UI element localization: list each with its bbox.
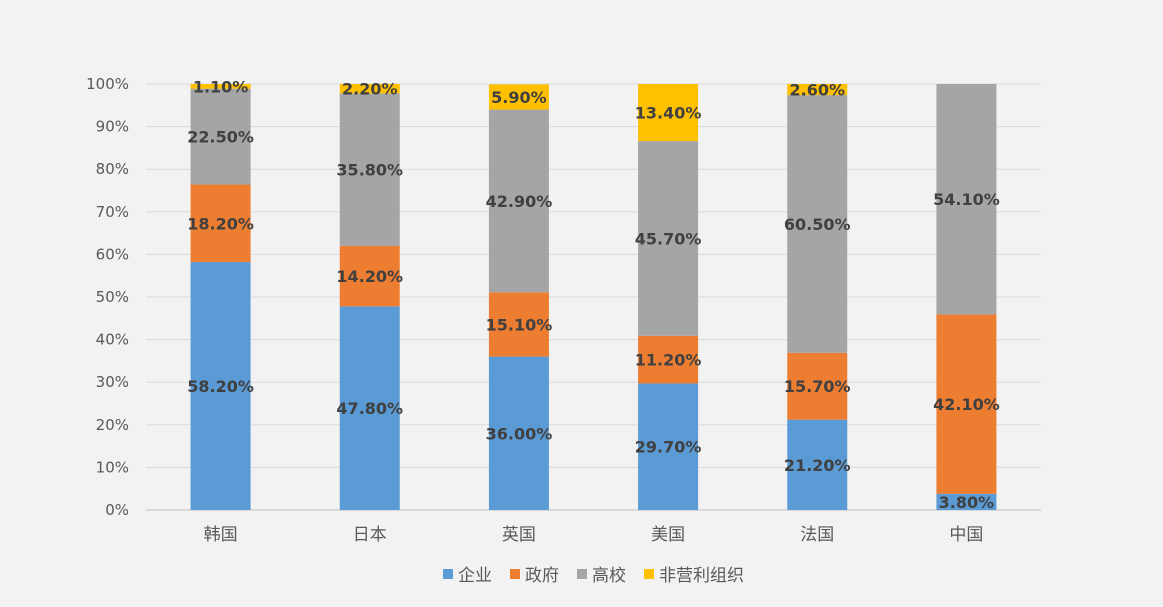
legend-label: 非营利组织 [659,566,744,586]
data-labels: 58.20% 18.20% 22.50% 1.10% 47.80% 14.20% 35.80… [187,77,999,512]
bar-segment [190,84,251,89]
data-label: 36.00% [486,424,553,443]
bars [190,84,997,510]
bar-segment [190,262,251,510]
data-label: 13.40% [635,104,702,123]
bar-segment [339,306,400,510]
data-label: 42.90% [486,192,553,211]
bar-segment [488,292,549,357]
data-label: 2.60% [789,81,845,100]
bar-segment [936,493,997,510]
x-tick-label: 中国 [949,525,983,545]
x-tick-label: 日本 [353,525,387,545]
y-tick-label: 100% [86,75,129,93]
y-tick-label: 0% [105,501,129,519]
y-tick-label: 40% [96,331,129,349]
bar-segment [638,335,699,384]
legend-swatch [644,569,654,579]
bar-segment [787,419,848,510]
bar-segment [339,84,400,94]
data-label: 35.80% [336,161,403,180]
bar-segment [936,84,997,315]
data-label: 47.80% [336,399,403,418]
data-label: 3.80% [939,493,995,512]
data-label: 14.20% [336,267,403,286]
bar-segment [638,84,699,142]
y-tick-label: 10% [96,458,129,476]
legend-label: 政府 [525,566,559,586]
data-label: 15.70% [784,377,851,396]
bar-segment [488,356,549,510]
x-tick-label: 美国 [651,525,685,545]
bar-segment [936,314,997,494]
y-tick-label: 70% [96,203,129,221]
y-tick-label: 60% [96,245,129,263]
legend-label: 企业 [458,566,492,586]
y-tick-label: 80% [96,160,129,178]
data-label: 58.20% [187,377,254,396]
data-label: 1.10% [193,77,249,96]
x-tick-label: 韩国 [204,525,238,545]
bar-segment [488,84,549,110]
bar-segment [638,383,699,510]
data-label: 11.20% [635,351,702,370]
data-label: 5.90% [491,88,547,107]
axes: 0% 10% 20% 30% 40% 50% 60% 70% 80% 90% 100% 韩国 日本 英国 美… [86,75,983,545]
legend: 企业 政府 高校 非营利组织 [443,566,744,586]
data-label: 60.50% [784,215,851,234]
bar-segment [638,141,699,336]
data-label: 42.10% [933,395,1000,414]
data-label: 22.50% [187,128,254,147]
data-label: 2.20% [342,80,398,99]
bar-segment [488,109,549,293]
x-tick-label: 法国 [800,525,834,545]
data-label: 15.10% [486,315,553,334]
bar-segment [339,93,400,246]
bar-segment [787,352,848,420]
data-label: 45.70% [635,229,702,248]
legend-swatch [577,569,587,579]
grid-lines [146,83,1041,511]
bar-segment [190,88,251,185]
y-tick-label: 20% [96,416,129,434]
x-tick-label: 英国 [502,525,536,545]
y-tick-label: 90% [96,118,129,136]
legend-label: 高校 [592,566,626,586]
data-label: 18.20% [187,214,254,233]
data-label: 29.70% [635,438,702,457]
y-tick-label: 50% [96,288,129,306]
legend-swatch [510,569,520,579]
data-label: 54.10% [933,190,1000,209]
bar-segment [190,184,251,263]
bar-segment [787,84,848,96]
data-label: 21.20% [784,456,851,475]
bar-segment [339,245,400,307]
bar-segment [787,95,848,353]
legend-swatch [443,569,453,579]
y-tick-label: 30% [96,373,129,391]
